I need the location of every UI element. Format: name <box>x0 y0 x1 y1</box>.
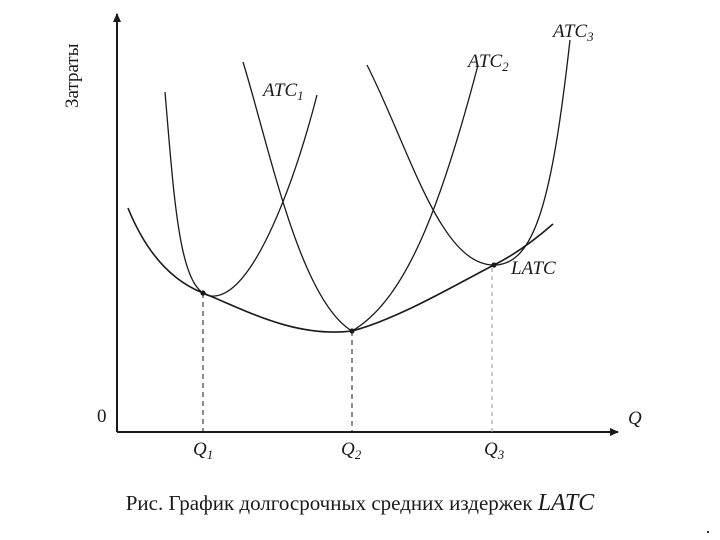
origin-label: 0 <box>97 406 107 427</box>
latc-label: LATC <box>510 258 556 279</box>
y-axis-label: Затраты <box>62 43 83 108</box>
atc2-curve <box>242 61 479 332</box>
atc1-curve <box>164 91 318 297</box>
atc3-curve <box>366 39 571 266</box>
caption-text: Рис. График долгосрочных средних издерже… <box>125 491 538 515</box>
q1-label: Q1 <box>193 439 213 462</box>
caption-italic: LATC <box>537 490 595 516</box>
x-axis-label: Q <box>628 408 642 429</box>
tangency-point-q3 <box>491 262 497 268</box>
atc1-label: ATC1 <box>261 80 304 103</box>
q3-label: Q3 <box>484 439 505 462</box>
atc3-label: ATC3 <box>551 21 594 44</box>
corner-mark <box>707 531 709 533</box>
figure-caption: Рис. График долгосрочных средних издерже… <box>0 490 720 517</box>
latc-curve <box>127 207 554 333</box>
q2-label: Q2 <box>341 439 362 462</box>
atc2-label: ATC2 <box>466 51 509 74</box>
